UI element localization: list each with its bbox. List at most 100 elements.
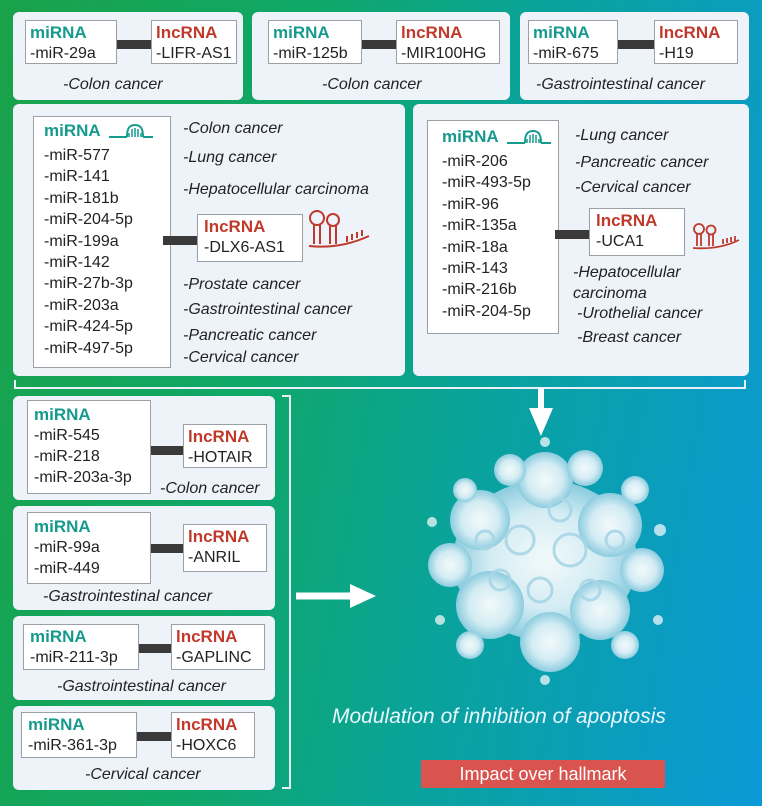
lncrna-title: lncRNA xyxy=(176,715,238,734)
uca1-panel: miRNA -miR-206 -miR-493-5p -miR-96 -miR-… xyxy=(413,104,749,376)
cancer-label: -Prostate cancer xyxy=(183,276,301,293)
mirna-item: -miR-27b-3p xyxy=(44,275,133,293)
cancer-label: -Cervical cancer xyxy=(575,179,691,196)
pair-panel-anril: miRNA -miR-99a -miR-449 lncRNA -ANRIL -G… xyxy=(13,506,275,610)
lncrna-item: -ANRIL xyxy=(188,549,241,566)
lncrna-item: -DLX6-AS1 xyxy=(204,239,285,256)
cancer-label: -Colon cancer xyxy=(322,76,422,93)
mirna-title: miRNA xyxy=(28,715,85,734)
mirna-item: -miR-18a xyxy=(442,238,508,256)
lncrna-box: lncRNA -UCA1 xyxy=(589,208,685,256)
lncrna-item: -HOTAIR xyxy=(188,449,253,466)
cancer-label: -Hepatocellular carcinoma xyxy=(183,181,369,198)
lncrna-title: lncRNA xyxy=(401,23,463,42)
mirna-title: miRNA xyxy=(44,121,101,140)
hallmark-banner: Impact over hallmark xyxy=(421,760,665,788)
mirna-item: -miR-204-5p xyxy=(442,302,531,320)
lncrna-box: lncRNA -GAPLINC xyxy=(171,624,265,670)
pair-panel-lifr-as1: miRNA -miR-29a lncRNA -LIFR-AS1 -Colon c… xyxy=(13,12,243,100)
mirna-item: -miR-141 xyxy=(44,168,110,186)
mirna-title: miRNA xyxy=(34,517,91,536)
mirna-item: -miR-218 xyxy=(34,448,100,465)
mirna-item: -miR-577 xyxy=(44,147,110,164)
lncrna-title: lncRNA xyxy=(188,427,250,446)
mirna-box: miRNA -miR-545 -miR-218 -miR-203a-3p xyxy=(27,400,151,494)
lncrna-loops-icon xyxy=(308,210,370,248)
connector-bar xyxy=(151,544,185,553)
lncrna-item: -MIR100HG xyxy=(401,45,487,62)
mirna-box: miRNA -miR-206 -miR-493-5p -miR-96 -miR-… xyxy=(427,120,559,334)
lncrna-loops-icon xyxy=(692,223,740,250)
mirna-box: miRNA -miR-99a -miR-449 xyxy=(27,512,151,584)
cancer-label: -Cervical cancer xyxy=(85,766,201,783)
lncrna-item: -GAPLINC xyxy=(176,649,252,666)
mirna-item: -miR-99a xyxy=(34,539,100,556)
mirna-item: -miR-216b xyxy=(442,281,517,299)
connector-bar xyxy=(163,236,199,245)
connector-bar xyxy=(555,230,589,239)
pair-panel-gaplinc: miRNA -miR-211-3p lncRNA -GAPLINC -Gastr… xyxy=(13,616,275,700)
mirna-item: -miR-361-3p xyxy=(28,737,117,754)
mirna-item: -miR-424-5p xyxy=(44,318,133,336)
connector-bar xyxy=(618,40,654,49)
mirna-item: -miR-96 xyxy=(442,195,499,213)
mirna-item: -miR-181b xyxy=(44,189,119,207)
pair-panel-h19: miRNA -miR-675 lncRNA -H19 -Gastrointest… xyxy=(520,12,749,100)
lncrna-box: lncRNA -LIFR-AS1 xyxy=(151,20,237,64)
mirna-hairpin-icon xyxy=(507,129,552,144)
cancer-label: -Breast cancer xyxy=(577,329,682,346)
mirna-item: -miR-204-5p xyxy=(44,211,133,229)
lncrna-box: lncRNA -MIR100HG xyxy=(396,20,500,64)
mirna-title: miRNA xyxy=(30,627,87,646)
lncrna-title: lncRNA xyxy=(659,23,721,42)
cancer-label: -Colon cancer xyxy=(63,76,163,93)
mirna-item: -miR-675 xyxy=(533,45,599,62)
pair-panel-hoxc6: miRNA -miR-361-3p lncRNA -HOXC6 -Cervica… xyxy=(13,706,275,790)
lncrna-item: -LIFR-AS1 xyxy=(156,45,232,62)
cancer-label: -Hepatocellular xyxy=(573,264,681,281)
mirna-item: -miR-211-3p xyxy=(30,649,118,666)
cancer-label: -Gastrointestinal cancer xyxy=(536,76,705,93)
cancer-label: -Gastrointestinal cancer xyxy=(183,301,352,318)
cancer-label: carcinoma xyxy=(573,285,647,302)
mirna-box: miRNA -miR-675 xyxy=(528,20,618,64)
pair-panel-mir100hg: miRNA -miR-125b lncRNA -MIR100HG -Colon … xyxy=(252,12,510,100)
outcome-text: Modulation of inhibition of apoptosis xyxy=(332,705,666,728)
mirna-box: miRNA -miR-211-3p xyxy=(23,624,139,670)
lncrna-item: -HOXC6 xyxy=(176,737,237,754)
mirna-box: miRNA -miR-29a xyxy=(25,20,117,64)
connector-bar xyxy=(362,40,396,49)
cancer-label: -Lung cancer xyxy=(183,149,277,166)
mirna-title: miRNA xyxy=(30,23,87,42)
dlx6-as1-panel: miRNA -miR-577 -miR-141 -miR-181b -miR-2… xyxy=(13,104,405,376)
lncrna-item: -UCA1 xyxy=(596,233,645,250)
lncrna-box: lncRNA -H19 xyxy=(654,20,738,64)
lncrna-title: lncRNA xyxy=(156,23,218,42)
mirna-item: -miR-493-5p xyxy=(442,174,531,192)
connector-bar xyxy=(117,40,151,49)
mirna-item: -miR-206 xyxy=(442,153,508,170)
mirna-item: -miR-545 xyxy=(34,427,100,444)
connector-bar xyxy=(151,446,183,455)
lncrna-title: lncRNA xyxy=(204,217,266,236)
mirna-item: -miR-497-5p xyxy=(44,339,133,357)
lncrna-title: lncRNA xyxy=(596,211,658,230)
lncrna-box: lncRNA -HOXC6 xyxy=(171,712,255,758)
mirna-item: -miR-203a-3p xyxy=(34,469,132,486)
mirna-item: -miR-29a xyxy=(30,45,96,62)
mirna-title: miRNA xyxy=(34,405,91,424)
pair-panel-hotair: miRNA -miR-545 -miR-218 -miR-203a-3p lnc… xyxy=(13,396,275,500)
connector-bar xyxy=(137,732,171,741)
mirna-title: miRNA xyxy=(533,23,590,42)
cancer-label: -Urothelial cancer xyxy=(577,305,703,322)
lncrna-box: lncRNA -DLX6-AS1 xyxy=(197,214,303,262)
lncrna-box: lncRNA -ANRIL xyxy=(183,524,267,572)
mirna-title: miRNA xyxy=(442,127,499,146)
lncrna-box: lncRNA -HOTAIR xyxy=(183,424,267,468)
cancer-label: -Lung cancer xyxy=(575,127,669,144)
mirna-item: -miR-143 xyxy=(442,260,508,278)
mirna-box: miRNA -miR-577 -miR-141 -miR-181b -miR-2… xyxy=(33,116,171,368)
tumor-cell-cluster-icon xyxy=(427,437,666,685)
mirna-item: -miR-199a xyxy=(44,232,119,250)
